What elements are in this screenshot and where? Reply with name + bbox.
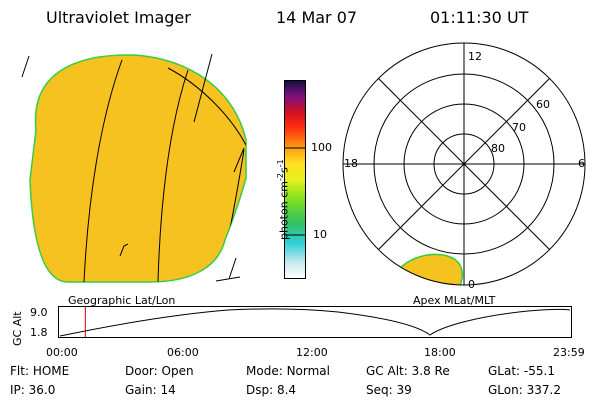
altitude-plot [58,306,572,338]
info-ip-value: 36.0 [28,383,56,397]
mlt-label-18: 18 [344,157,358,170]
colorbar [284,80,306,279]
mlat-label-80: 80 [491,142,505,155]
longitude-line [83,59,123,282]
grid-line-fragment [193,53,213,123]
colorbar-label-exp1: -2 [276,173,285,182]
colorbar-label-s: s [277,167,291,174]
info-gcalt-value: 3.8 Re [411,364,450,378]
info-door-label: Door: [125,364,158,378]
mlt-label-0: 0 [468,278,475,291]
info-glon: GLon: 337.2 [488,383,561,397]
info-mode-value: Normal [286,364,330,378]
altitude-xtick-1200: 12:00 [296,346,328,359]
apex-caption: Apex MLat/MLT [413,294,496,307]
altitude-xtick-2359: 23:59 [553,346,585,359]
colorbar-tick-10: 10 [313,228,327,241]
colorbar-tick-100: 100 [311,141,332,154]
altitude-ylabel: GC Alt [11,311,24,346]
info-dsp: Dsp: 8.4 [246,383,296,397]
altitude-ytick-max: 9.0 [30,306,48,319]
coastline-fragment [119,243,129,257]
info-mode-label: Mode: [246,364,283,378]
info-gcalt-label: GC Alt: [366,364,408,378]
mlat-label-70: 70 [512,121,526,134]
colorbar-label-text: photon cm [277,181,291,240]
geographic-caption: Geographic Lat/Lon [68,294,176,307]
longitude-line [157,69,189,282]
info-glon-label: GLon: [488,383,523,397]
instrument-title: Ultraviolet Imager [46,8,191,27]
info-seq-value: 39 [396,383,412,397]
info-flt: Flt: HOME [10,364,69,378]
info-glat-label: GLat: [488,364,521,378]
mlt-label-12: 12 [468,50,482,63]
info-dsp-value: 8.4 [276,383,297,397]
grid-line-fragment [21,55,30,78]
info-glat-value: -55.1 [523,364,555,378]
mlt-label-6: 6 [578,157,585,170]
info-flt-value: HOME [32,364,70,378]
altitude-xtick-0600: 06:00 [167,346,199,359]
info-seq: Seq: 39 [366,383,412,397]
info-glon-value: 337.2 [526,383,561,397]
date-label: 14 Mar 07 [276,8,358,27]
altitude-xtick-0000: 00:00 [46,346,78,359]
info-gain: Gain: 14 [125,383,176,397]
grid-line-fragment [215,276,241,282]
info-seq-label: Seq: [366,383,393,397]
colorbar-label-exp2: -1 [276,159,285,168]
info-door-value: Open [161,364,194,378]
info-gcalt: GC Alt: 3.8 Re [366,364,450,378]
altitude-plot-frame [58,306,572,338]
polar-plot [342,42,586,286]
latitude-line [167,67,246,146]
info-door: Door: Open [125,364,194,378]
info-ip: IP: 36.0 [10,383,55,397]
colorbar-label: photon cm-2s-1 [276,159,291,240]
grid-line-fragment [233,147,245,173]
polar-image-patch [388,253,464,285]
time-label: 01:11:30 UT [430,8,529,27]
info-glat: GLat: -55.1 [488,364,555,378]
grid-line-fragment [228,257,237,280]
altitude-curve [59,308,571,337]
info-mode: Mode: Normal [246,364,330,378]
mlt-line-diag [378,78,550,250]
altitude-ytick-min: 1.8 [30,326,48,339]
info-ip-label: IP: [10,383,25,397]
info-dsp-label: Dsp: [246,383,274,397]
mlat-label-60: 60 [536,98,550,111]
geographic-image [21,53,247,283]
info-gain-label: Gain: [125,383,157,397]
info-flt-label: Flt: [10,364,29,378]
altitude-xtick-1800: 18:00 [424,346,456,359]
info-gain-value: 14 [160,383,176,397]
